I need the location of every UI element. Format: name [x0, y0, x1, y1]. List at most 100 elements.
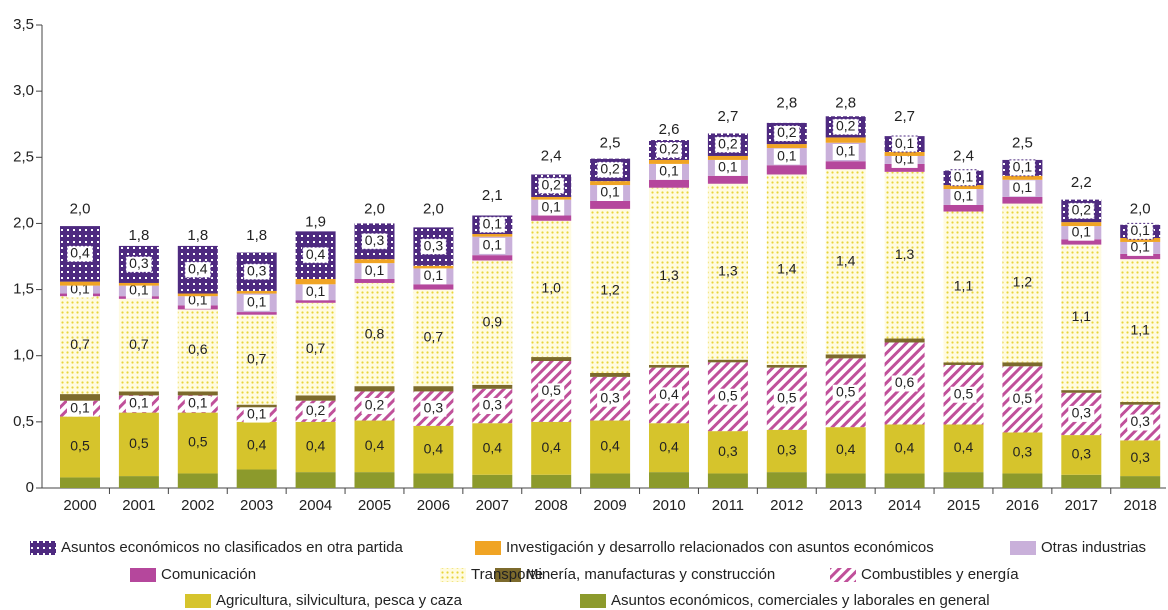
data-label: 0,4 [306, 438, 326, 454]
label-box [950, 188, 977, 205]
y-tick-label: 1,0 [13, 347, 34, 364]
bar-segment [707, 359, 748, 363]
bar-segment [943, 211, 984, 363]
x-tick-label: 2014 [888, 497, 921, 514]
bar-segment [590, 200, 631, 209]
data-label: 0,5 [188, 434, 208, 450]
bar-segment [707, 473, 748, 488]
bar-segment [177, 293, 218, 297]
bar-segment [295, 278, 336, 285]
label-box [1068, 224, 1095, 241]
label-box [656, 163, 682, 180]
legend-swatch [30, 541, 56, 555]
bar-segment [1061, 244, 1102, 391]
data-label: 0,5 [777, 389, 797, 405]
label-box [655, 141, 683, 159]
data-label: 0,5 [70, 438, 90, 454]
x-tick-label: 2010 [652, 497, 685, 514]
bar-segment [649, 423, 689, 473]
total-label: 1,8 [187, 227, 208, 244]
label-box [1009, 391, 1036, 408]
bar-segment [943, 424, 984, 473]
label-box [1008, 159, 1036, 177]
bar-segment [766, 472, 807, 488]
data-label: 1,1 [1072, 308, 1092, 324]
data-label: 0,5 [1013, 390, 1033, 406]
bar-segment [590, 372, 631, 377]
x-tick-label: 2016 [1006, 497, 1039, 514]
bar-segment [1061, 474, 1102, 488]
legend-label: Asuntos económicos, comerciales y labora… [611, 592, 990, 609]
bar-segment [1120, 402, 1161, 405]
bar-segment [236, 421, 277, 470]
label-box [420, 268, 447, 285]
data-label: 0,1 [306, 283, 326, 299]
data-label: 0,2 [777, 124, 797, 140]
label-box [302, 284, 329, 301]
bar-segment [60, 296, 100, 395]
x-tick-label: 2008 [535, 497, 568, 514]
bar-segment [118, 476, 159, 488]
bar-segment [766, 364, 807, 368]
data-label: 0,1 [1013, 179, 1033, 195]
data-label: 0,1 [365, 262, 385, 278]
label-box [596, 161, 624, 179]
data-label: 0,7 [70, 336, 90, 352]
legend-swatch [1010, 541, 1036, 555]
bar-segment [1120, 259, 1161, 403]
data-label: 0,1 [777, 147, 797, 163]
label-box [773, 124, 801, 142]
total-label: 2,7 [717, 108, 738, 125]
total-label: 2,5 [600, 134, 621, 151]
label-box [184, 261, 212, 279]
x-tick-label: 2006 [417, 497, 450, 514]
label-box [184, 395, 211, 412]
bar-segment [825, 354, 866, 359]
bar-segment [472, 423, 513, 475]
bar-segment [354, 472, 395, 488]
data-label: 0,4 [600, 438, 620, 454]
data-label: 0,3 [1013, 444, 1033, 460]
bar-segment [707, 431, 748, 474]
bar-segment [354, 278, 395, 283]
data-label: 1,2 [1013, 274, 1033, 290]
total-label: 2,6 [659, 121, 680, 138]
label-box [537, 177, 565, 195]
data-label: 0,2 [365, 397, 385, 413]
data-label: 0,4 [306, 246, 326, 262]
legend-label: Transporte [471, 566, 543, 583]
label-box [1126, 222, 1154, 240]
label-box [302, 403, 329, 420]
bar-segment [1002, 175, 1043, 180]
label-box [1068, 405, 1095, 422]
bar-segment [177, 473, 218, 488]
label-box [1127, 239, 1154, 256]
data-label: 0,7 [306, 340, 326, 356]
label-box [832, 118, 860, 136]
bar-segment [354, 386, 395, 392]
legend-swatch [185, 594, 211, 608]
label-box [66, 245, 94, 263]
legend-swatch [475, 541, 501, 555]
bar-segment [1002, 473, 1043, 488]
bar-segment [295, 395, 336, 401]
label-box [419, 238, 447, 256]
bar-segment [236, 314, 277, 405]
data-label: 0,1 [895, 135, 915, 151]
label-box [302, 246, 330, 264]
bar-segment [943, 204, 984, 212]
label-box [656, 387, 682, 404]
bar-segment [943, 362, 984, 365]
data-label: 0,2 [659, 141, 679, 157]
bar-segment [649, 472, 689, 488]
data-label: 0,8 [365, 325, 385, 341]
total-label: 2,0 [70, 200, 91, 217]
bar-segment [649, 187, 689, 365]
data-label: 0,4 [247, 436, 267, 452]
bar-segment [943, 472, 984, 488]
bar-segment [590, 181, 631, 186]
bar-segment [472, 234, 513, 237]
label-box [361, 263, 388, 280]
bar-segment [177, 391, 218, 396]
